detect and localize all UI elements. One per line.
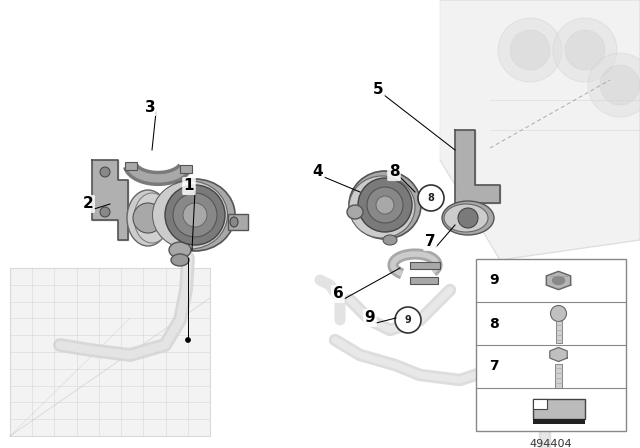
Bar [228,214,248,230]
Circle shape [100,207,110,217]
Text: 7: 7 [425,234,435,250]
Bar [532,419,584,425]
Bar [476,259,626,431]
Ellipse shape [442,201,494,235]
Bar [410,277,438,284]
Ellipse shape [134,193,170,243]
Text: 9: 9 [404,315,412,325]
Text: 1: 1 [184,178,195,194]
Polygon shape [440,0,640,260]
Circle shape [133,203,163,233]
Polygon shape [532,400,547,409]
Text: 8: 8 [388,164,399,180]
Bar [180,165,191,173]
Text: 7: 7 [489,359,499,374]
Text: 4: 4 [313,164,323,180]
Circle shape [510,30,550,70]
Text: 9: 9 [489,273,499,288]
Ellipse shape [152,181,227,249]
Text: 5: 5 [372,82,383,98]
Circle shape [553,18,617,82]
FancyArrow shape [351,207,373,217]
Circle shape [395,307,421,333]
Circle shape [186,337,191,343]
Circle shape [418,185,444,211]
Text: 8: 8 [428,193,435,203]
Text: 2: 2 [83,197,93,211]
Ellipse shape [155,179,235,251]
Polygon shape [455,130,500,203]
Circle shape [376,196,394,214]
Circle shape [100,167,110,177]
Ellipse shape [383,235,397,245]
Circle shape [588,53,640,117]
Text: 494404: 494404 [530,439,572,448]
Circle shape [358,178,412,232]
Ellipse shape [230,217,238,227]
Circle shape [367,187,403,223]
Bar [10,268,210,436]
Bar [555,365,562,388]
Ellipse shape [169,242,191,258]
Text: 9: 9 [365,310,375,326]
Ellipse shape [127,190,169,246]
Polygon shape [552,276,564,284]
Circle shape [173,193,217,237]
Ellipse shape [444,204,488,232]
Circle shape [183,203,207,227]
Text: 8: 8 [489,316,499,331]
Circle shape [165,185,225,245]
Circle shape [498,18,562,82]
Circle shape [565,30,605,70]
Bar [532,400,584,419]
Text: 6: 6 [333,287,344,302]
Ellipse shape [349,176,415,238]
Ellipse shape [347,205,363,219]
Polygon shape [92,160,128,240]
Circle shape [458,208,478,228]
Polygon shape [550,348,567,362]
Circle shape [550,306,566,322]
Circle shape [600,65,640,105]
Text: 3: 3 [145,99,156,115]
Polygon shape [547,271,571,289]
Ellipse shape [349,171,421,239]
Bar [556,322,561,344]
Bar [125,163,138,170]
Ellipse shape [171,254,189,266]
Bar [410,262,440,269]
